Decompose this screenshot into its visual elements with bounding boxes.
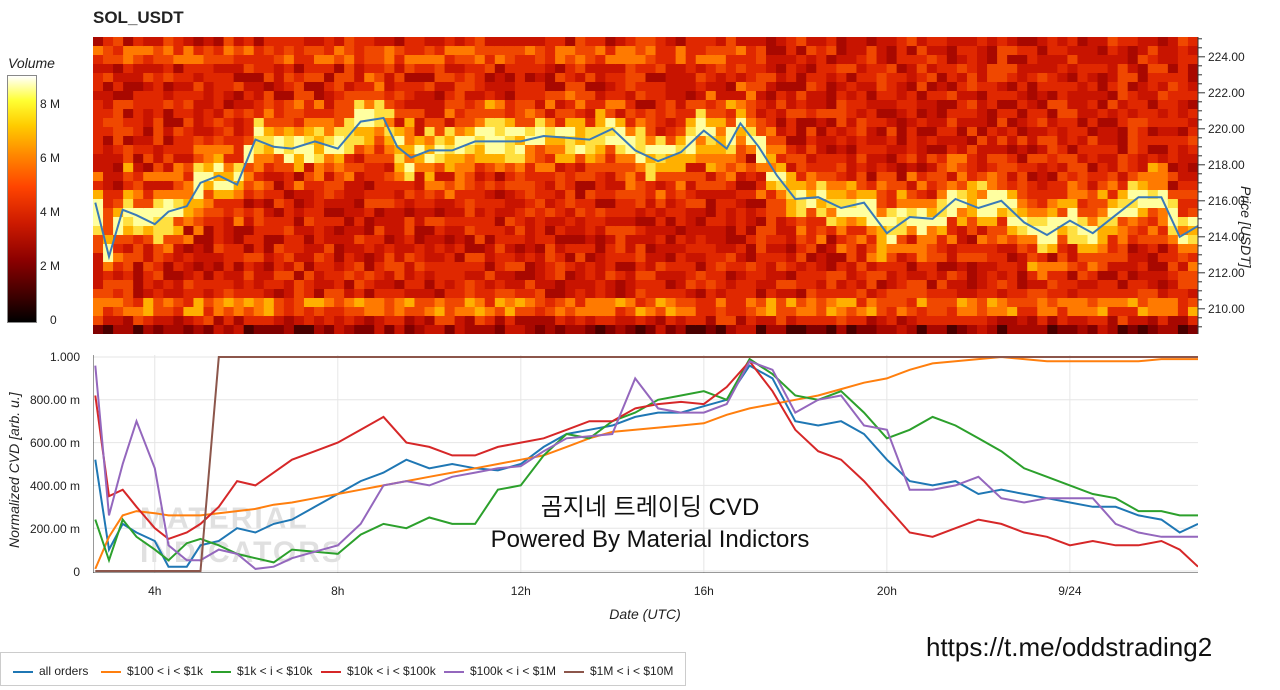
legend-item[interactable]: $100 < i < $1k <box>101 664 203 678</box>
price-tick-label: 224.00 <box>1208 50 1245 64</box>
legend-swatch <box>211 670 231 673</box>
x-tick-label: 16h <box>693 584 714 598</box>
x-tick-label: 4h <box>148 584 162 598</box>
chart-annotation: 곰지네 트레이딩 CVD Powered By Material Indicto… <box>440 492 860 556</box>
cvd-line-chart[interactable] <box>93 355 1198 573</box>
cvd-series-line <box>94 364 1198 568</box>
cvd-axis-label: Normalized CVD [arb. u.] <box>6 392 22 548</box>
chart-title: SOL_USDT <box>93 8 184 27</box>
legend: all orders $100 < i < $1k $1k < i < $10k $1… <box>0 652 686 686</box>
colorbar-tick: 6 M <box>40 151 61 165</box>
cvd-tick: 800.00 m <box>29 393 80 407</box>
price-axis-label: Price [USDT] <box>1238 186 1254 268</box>
cvd-series-line <box>95 356 1198 572</box>
x-tick-label: 20h <box>876 584 897 598</box>
cvd-tick: 200.00 m <box>29 522 80 536</box>
cvd-series-line <box>94 360 1198 570</box>
legend-item[interactable]: $10k < i < $100k <box>321 664 436 678</box>
legend-swatch <box>321 670 341 673</box>
legend-swatch <box>13 670 33 673</box>
price-tick-label: 216.00 <box>1208 194 1245 208</box>
telegram-link[interactable]: https://t.me/oddstrading2 <box>926 632 1213 662</box>
legend-item[interactable]: $1k < i < $10k <box>211 664 312 678</box>
colorbar-tick: 8 M <box>40 97 61 111</box>
price-tick-label: 222.00 <box>1208 86 1245 100</box>
heatmap-cells <box>93 37 1198 334</box>
legend-item[interactable]: all orders <box>13 664 88 678</box>
legend-swatch <box>564 670 584 673</box>
legend-label: $1M < i < $10M <box>590 664 674 678</box>
legend-label: $10k < i < $100k <box>347 664 436 678</box>
legend-label: all orders <box>39 664 89 678</box>
cvd-series-line <box>94 359 1198 568</box>
cvd-tick: 0 <box>73 565 80 579</box>
x-tick-label: 12h <box>510 584 531 598</box>
legend-item[interactable]: $1M < i < $10M <box>564 664 673 678</box>
annotation-line-2: Powered By Material Indictors <box>490 526 810 553</box>
price-tick-label: 212.00 <box>1208 266 1245 280</box>
x-tick-label: 9/24 <box>1058 584 1082 598</box>
legend-swatch <box>101 670 121 673</box>
legend-label: $100 < i < $1k <box>127 664 204 678</box>
x-tick-label: 8h <box>331 584 345 598</box>
annotation-line-1: 곰지네 트레이딩 CVD <box>540 494 760 521</box>
price-tick-label: 210.00 <box>1208 302 1245 316</box>
colorbar-label: Volume <box>8 55 55 71</box>
cvd-tick: 400.00 m <box>29 479 80 493</box>
orderbook-heatmap[interactable] <box>93 37 1198 334</box>
colorbar-tick: 4 M <box>40 205 61 219</box>
price-line <box>94 116 1198 261</box>
price-axis: 224.00 222.00 220.00 218.00 216.00 214.00 212.… <box>1197 37 1245 334</box>
price-tick-label: 214.00 <box>1208 230 1245 244</box>
cvd-tick: 1.000 <box>49 350 80 364</box>
legend-label: $1k < i < $10k <box>237 664 313 678</box>
legend-item[interactable]: $100k < i < $1M <box>444 664 556 678</box>
volume-colorbar <box>7 75 37 323</box>
watermark-line: INDICATORS <box>140 536 344 569</box>
watermark-line: MATERIAL <box>140 502 309 535</box>
cvd-tick: 600.00 m <box>29 436 80 450</box>
colorbar-tick: 0 <box>50 313 57 327</box>
legend-label: $100k < i < $1M <box>470 664 557 678</box>
legend-swatch <box>444 670 464 673</box>
price-tick-label: 218.00 <box>1208 158 1245 172</box>
colorbar-tick: 2 M <box>40 259 61 273</box>
price-tick-label: 220.00 <box>1208 122 1245 136</box>
watermark-logo: MATERIAL INDICATORS <box>140 502 344 570</box>
x-axis-label: Date (UTC) <box>609 606 681 622</box>
